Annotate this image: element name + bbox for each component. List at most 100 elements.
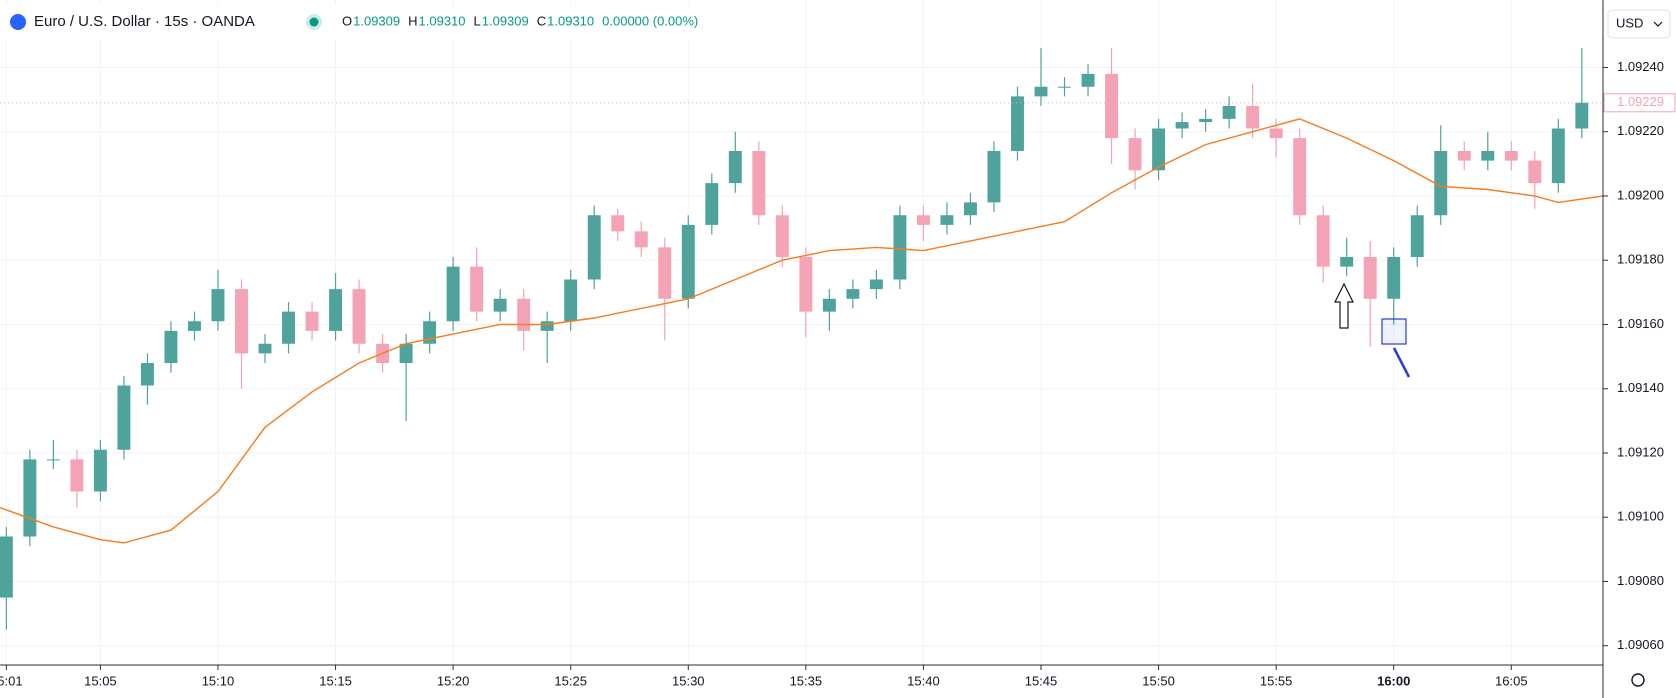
x-tick-label: 15:40 <box>907 673 940 688</box>
x-tick-label: 15:35 <box>790 673 823 688</box>
candle-body <box>493 298 507 312</box>
candle-body <box>940 215 954 225</box>
candle-body <box>352 289 366 344</box>
candle-body <box>869 279 883 290</box>
candle-body <box>846 289 860 299</box>
y-tick-label: 1.09220 <box>1617 123 1664 138</box>
grid: 1.09060 1.09080 1.09100 1.09120 1.09140 1.091… <box>0 0 1664 688</box>
candle-body <box>305 311 319 331</box>
last-price-label: 1.09229 <box>1617 94 1664 109</box>
y-tick-label: 1.09240 <box>1617 59 1664 74</box>
moving-average <box>0 118 1604 544</box>
arrow-annotation <box>1334 282 1354 329</box>
y-tick-label: 1.09080 <box>1617 573 1664 588</box>
candle-body <box>1152 128 1166 171</box>
last-price-box <box>1603 93 1676 113</box>
x-tick-label: 15:10 <box>202 673 235 688</box>
candle-body <box>752 150 766 216</box>
candle-body <box>93 449 107 492</box>
status-dot <box>309 17 319 27</box>
candle-body <box>634 231 648 248</box>
symbol-icon[interactable] <box>10 14 26 30</box>
y-tick-label: 1.09180 <box>1617 252 1664 267</box>
candle-body <box>681 224 695 299</box>
candle-body <box>587 215 601 280</box>
currency[interactable]: USD <box>1616 15 1643 30</box>
candle-body <box>235 289 248 354</box>
ohlc-key: L <box>474 13 481 28</box>
ohlc-key: C <box>537 13 546 28</box>
candle-body <box>1457 150 1471 161</box>
ohlc-value: 1.09309 <box>482 13 529 28</box>
candle-body <box>1269 128 1283 139</box>
candle-body <box>1175 122 1189 129</box>
candle-body <box>517 298 531 331</box>
candle-body <box>329 289 343 331</box>
candle-body <box>1293 138 1307 216</box>
candle-body <box>658 247 672 299</box>
candle-body <box>1504 150 1518 161</box>
ohlc-value: 1.09310 <box>419 13 466 28</box>
candle-body <box>0 536 13 598</box>
candle-body <box>399 343 413 364</box>
candle-body <box>705 183 719 225</box>
candle-body <box>1199 118 1213 123</box>
x-tick-label: 15:01 <box>0 673 23 688</box>
ohlc-value: 0.00000 (0.00%) <box>602 13 698 28</box>
ohlc-value: 1.09309 <box>353 13 400 28</box>
y-tick-label: 1.09200 <box>1617 187 1664 202</box>
candle-body <box>1434 150 1448 216</box>
candle-body <box>164 330 178 364</box>
x-tick-label: 15:25 <box>554 673 587 688</box>
settings-icon[interactable] <box>1631 673 1645 687</box>
ohlc-key: H <box>408 13 417 28</box>
candle-body <box>70 459 84 492</box>
marks: 1.09229 <box>0 48 1676 630</box>
candle-body <box>916 215 930 225</box>
y-tick-label: 1.09100 <box>1617 509 1664 524</box>
x-tick-label: 15:50 <box>1142 673 1175 688</box>
candle-body <box>446 266 460 322</box>
candle-body <box>282 311 295 344</box>
candle-body <box>963 202 977 216</box>
candle-body <box>1222 106 1236 119</box>
candle-body <box>822 298 836 312</box>
candle-body <box>987 150 1001 203</box>
candle-body <box>258 343 272 354</box>
candle-body <box>1340 257 1354 267</box>
header-bg <box>0 4 740 40</box>
candle-body <box>1575 102 1589 129</box>
currency-caret <box>1653 21 1663 27</box>
candle-body <box>117 385 131 450</box>
currency-button[interactable] <box>1607 9 1671 39</box>
candle-body <box>140 363 154 386</box>
candle-body <box>1058 86 1071 88</box>
x-tick-label: 15:05 <box>84 673 117 688</box>
y-tick-label: 1.09140 <box>1617 380 1664 395</box>
candle-body <box>611 215 625 232</box>
candle-body <box>1387 257 1401 299</box>
x-tick-label: 15:20 <box>437 673 470 688</box>
candle-body <box>1316 215 1330 267</box>
candle-body <box>1105 73 1119 139</box>
candle-body <box>775 215 789 258</box>
ohlc-legend: O 1.09309 H 1.09310 L 1.09309 C 1.09310 0.00000 … <box>342 13 698 28</box>
y-tick-label: 1.09160 <box>1617 316 1664 331</box>
candle-body <box>1363 257 1377 299</box>
candle-body <box>540 321 554 331</box>
line-annotation <box>1392 347 1411 378</box>
candle-body <box>1081 73 1095 87</box>
x-tick-label: 15:55 <box>1260 673 1293 688</box>
x-tick-label: 16:05 <box>1495 673 1528 688</box>
x-tick-label: 15:45 <box>1025 673 1058 688</box>
candle-body <box>1528 160 1542 184</box>
candle-body <box>1410 215 1424 258</box>
symbol-title[interactable]: Euro / U.S. Dollar · 15s · OANDA <box>34 13 255 30</box>
candle-body <box>1011 96 1024 151</box>
candle-body <box>728 150 742 184</box>
ohlc-key: O <box>342 13 352 28</box>
candle-body <box>1551 128 1565 184</box>
box-annotation <box>1381 318 1407 345</box>
